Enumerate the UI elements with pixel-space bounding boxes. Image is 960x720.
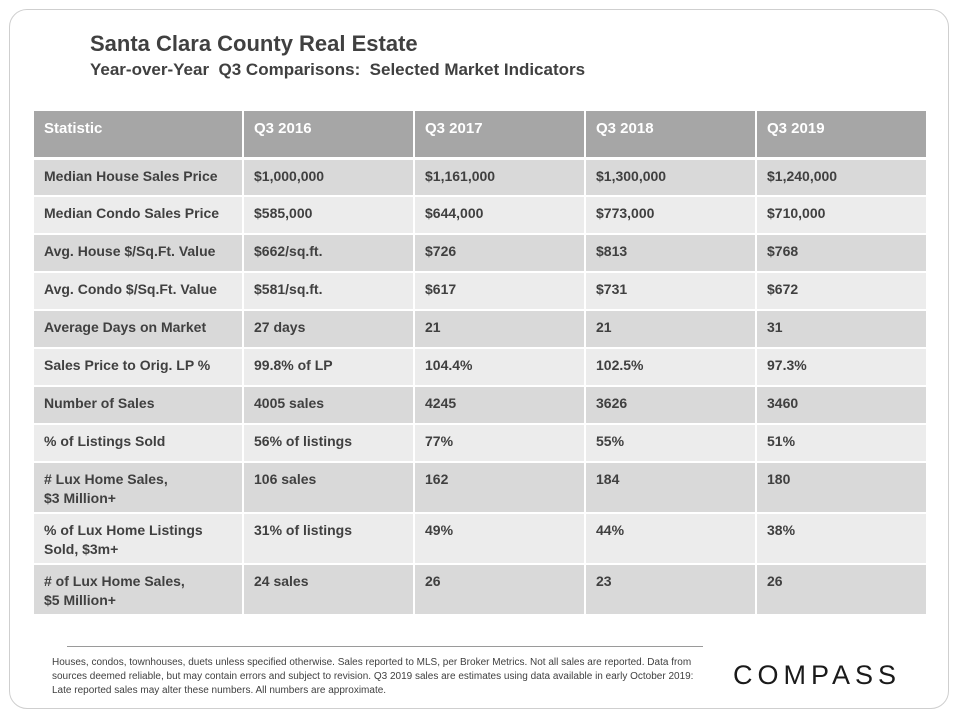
- table-cell: 104.4%: [414, 348, 586, 387]
- table-cell: 55%: [585, 424, 757, 463]
- row-label: Average Days on Market: [34, 310, 244, 349]
- row-label: # Lux Home Sales, $3 Million+: [34, 462, 244, 514]
- table-cell: $726: [414, 234, 586, 273]
- column-header: Q3 2018: [585, 111, 757, 160]
- table-row: % of Listings Sold 56% of listings 77% 5…: [34, 424, 928, 463]
- table-cell: $773,000: [585, 196, 757, 235]
- table-cell: 56% of listings: [243, 424, 415, 463]
- table-cell: 3460: [756, 386, 928, 425]
- table-row: Avg. House $/Sq.Ft. Value $662/sq.ft. $7…: [34, 234, 928, 273]
- row-label: Median Condo Sales Price: [34, 196, 244, 235]
- table-cell: $1,240,000: [756, 158, 928, 197]
- table-cell: $644,000: [414, 196, 586, 235]
- table-cell: 26: [756, 564, 928, 616]
- row-label: % of Listings Sold: [34, 424, 244, 463]
- table-row: Median Condo Sales Price $585,000 $644,0…: [34, 196, 928, 235]
- table-cell: $710,000: [756, 196, 928, 235]
- page-subtitle: Year-over-Year Q3 Comparisons: Selected …: [90, 60, 586, 79]
- table-cell: 27 days: [243, 310, 415, 349]
- table-cell: 21: [414, 310, 586, 349]
- market-indicators-table: Statistic Q3 2016 Q3 2017 Q3 2018 Q3 201…: [34, 111, 928, 616]
- table-cell: 97.3%: [756, 348, 928, 387]
- table-cell: 21: [585, 310, 757, 349]
- row-label: Median House Sales Price: [34, 158, 244, 197]
- row-label: % of Lux Home Listings Sold, $3m+: [34, 513, 244, 565]
- table-cell: 102.5%: [585, 348, 757, 387]
- table-cell: 3626: [585, 386, 757, 425]
- table-cell: 26: [414, 564, 586, 616]
- table-cell: 31: [756, 310, 928, 349]
- table-cell: 106 sales: [243, 462, 415, 514]
- table-row: # Lux Home Sales, $3 Million+ 106 sales …: [34, 462, 928, 514]
- row-label: Avg. House $/Sq.Ft. Value: [34, 234, 244, 273]
- table-cell: 51%: [756, 424, 928, 463]
- table-cell: $1,000,000: [243, 158, 415, 197]
- table-cell: $662/sq.ft.: [243, 234, 415, 273]
- table-cell: 180: [756, 462, 928, 514]
- footnote-text: Houses, condos, townhouses, duets unless…: [52, 657, 694, 696]
- table-row: % of Lux Home Listings Sold, $3m+ 31% of…: [34, 513, 928, 565]
- table-cell: $672: [756, 272, 928, 311]
- table-row: Average Days on Market 27 days 21 21 31: [34, 310, 928, 349]
- column-header: Q3 2017: [414, 111, 586, 160]
- table-cell: 31% of listings: [243, 513, 415, 565]
- row-label: # of Lux Home Sales, $5 Million+: [34, 564, 244, 616]
- row-label: Sales Price to Orig. LP %: [34, 348, 244, 387]
- table-cell: 38%: [756, 513, 928, 565]
- table-cell: $731: [585, 272, 757, 311]
- table-row: # of Lux Home Sales, $5 Million+ 24 sale…: [34, 564, 928, 616]
- table-cell: 99.8% of LP: [243, 348, 415, 387]
- column-header: Statistic: [34, 111, 244, 160]
- row-label: Avg. Condo $/Sq.Ft. Value: [34, 272, 244, 311]
- table-cell: $1,300,000: [585, 158, 757, 197]
- table-cell: 24 sales: [243, 564, 415, 616]
- column-header: Q3 2019: [756, 111, 928, 160]
- table-cell: $1,161,000: [414, 158, 586, 197]
- column-header: Q3 2016: [243, 111, 415, 160]
- table-row: Median House Sales Price $1,000,000 $1,1…: [34, 158, 928, 197]
- table-row: Sales Price to Orig. LP % 99.8% of LP 10…: [34, 348, 928, 387]
- table-cell: 162: [414, 462, 586, 514]
- compass-logo: COMPASS: [733, 660, 902, 690]
- row-label: Number of Sales: [34, 386, 244, 425]
- table-cell: $581/sq.ft.: [243, 272, 415, 311]
- footer-divider: [67, 646, 703, 647]
- table-cell: $768: [756, 234, 928, 273]
- table-row: Avg. Condo $/Sq.Ft. Value $581/sq.ft. $6…: [34, 272, 928, 311]
- page-title: Santa Clara County Real Estate: [90, 31, 418, 56]
- table-cell: $813: [585, 234, 757, 273]
- table-header-row: Statistic Q3 2016 Q3 2017 Q3 2018 Q3 201…: [34, 111, 928, 160]
- table-cell: 49%: [414, 513, 586, 565]
- table-cell: $617: [414, 272, 586, 311]
- table-cell: 44%: [585, 513, 757, 565]
- table-cell: 4245: [414, 386, 586, 425]
- table-cell: 23: [585, 564, 757, 616]
- table-row: Number of Sales 4005 sales 4245 3626 346…: [34, 386, 928, 425]
- table-cell: 4005 sales: [243, 386, 415, 425]
- table-cell: 184: [585, 462, 757, 514]
- table-cell: $585,000: [243, 196, 415, 235]
- table-cell: 77%: [414, 424, 586, 463]
